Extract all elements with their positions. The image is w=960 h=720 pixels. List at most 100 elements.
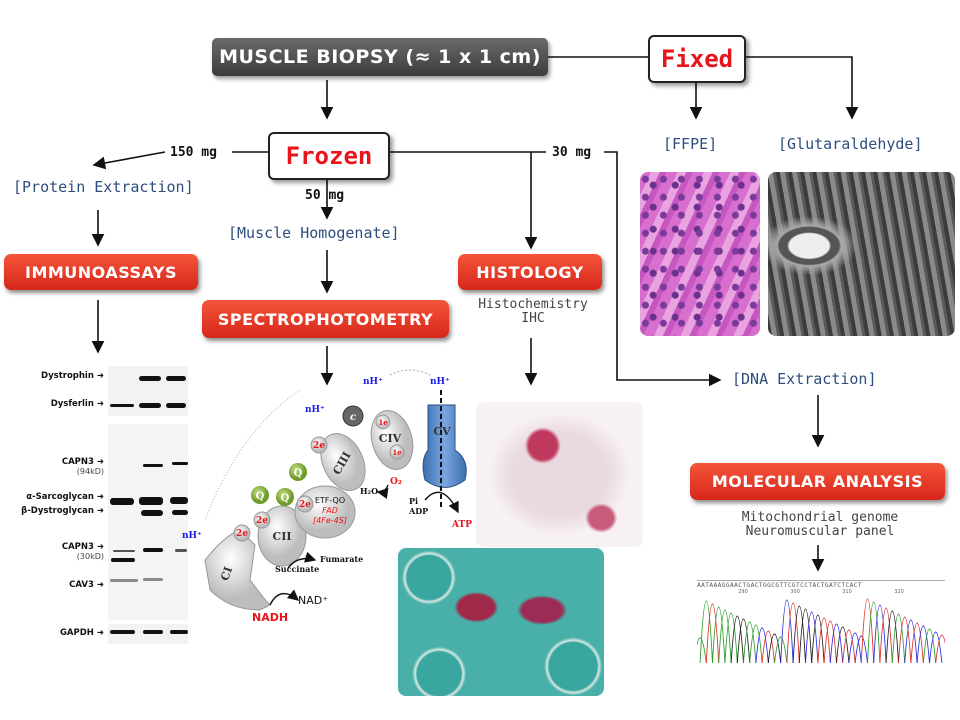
chromatogram-peak	[755, 627, 769, 664]
chromatogram-peak	[811, 614, 825, 664]
chromatogram-peak	[817, 617, 831, 664]
chromatogram-peak	[929, 631, 943, 664]
chromatogram-traces	[693, 598, 949, 664]
ffpe-he-micrograph	[640, 172, 760, 336]
fixed-box: Fixed	[648, 35, 746, 83]
quinone: Q	[281, 493, 290, 504]
proton-label: nH⁺	[363, 377, 383, 387]
amount-150mg: 150 mg	[170, 145, 217, 160]
electron-transport-chain: 2e 2e 2e 2e 1e 1e Q Q Q c CI CII CIII CI…	[182, 369, 472, 624]
electron-1e: 1e	[392, 448, 402, 457]
chromatogram-peak	[823, 620, 837, 664]
spectrophotometry-badge: SPECTROPHOTOMETRY	[202, 300, 449, 338]
proton-label: nH⁺	[430, 377, 450, 387]
chromatogram-peak	[879, 607, 893, 664]
chromatogram-peak	[724, 612, 738, 664]
blot-label-dysferlin: Dysferlin ➜	[50, 399, 104, 409]
proton-label: nH⁺	[182, 531, 202, 541]
chromatogram-peak	[798, 608, 813, 664]
blot-label-alpha-sarcoglycan: α-Sarcoglycan ➜	[26, 492, 104, 502]
complex-v-label: CV	[433, 425, 451, 438]
blot-label-beta-dystroglycan: β-Dystroglycan ➜	[21, 506, 104, 516]
molecular-techniques: Mitochondrial genome Neuromuscular panel	[710, 511, 930, 539]
chromatogram-peak	[916, 625, 930, 664]
chromatogram-peak	[792, 605, 806, 664]
fes-label: [4Fe-4S]	[313, 516, 347, 525]
chromatogram-peak	[718, 609, 732, 664]
complex-i-label: CI	[218, 565, 235, 583]
quinone: Q	[256, 491, 265, 502]
chromatogram-peak	[898, 616, 912, 664]
chromatogram-peak	[736, 618, 751, 664]
seq-tick: 300	[790, 589, 800, 595]
chromatogram-peak	[836, 626, 850, 664]
chromatogram-peak	[860, 598, 875, 664]
chromatogram-peak	[854, 635, 868, 664]
blot-label-gapdh: GAPDH ➜	[59, 628, 104, 638]
cytochrome-c-shape	[342, 405, 364, 427]
amount-30mg: 30 mg	[552, 145, 592, 160]
chromatogram-peak	[774, 636, 788, 664]
ihc-text: IHC	[521, 311, 545, 326]
proton-label: nH⁺	[305, 405, 325, 415]
gomori-trichrome-micrograph	[398, 548, 604, 696]
muscle-biopsy-box: MUSCLE BIOPSY (≈ 1 x 1 cm)	[212, 38, 548, 76]
atp-label: ATP	[451, 520, 472, 530]
complex-v-shape	[422, 404, 467, 488]
chromatogram-peak	[904, 619, 918, 664]
glutaraldehyde-label: [Glutaraldehyde]	[778, 135, 923, 153]
histochemistry-micrograph	[476, 402, 643, 547]
blot-label-capn3-30: CAPN3 ➜ (30kD)	[61, 542, 104, 561]
complex-iii-shape	[320, 433, 366, 491]
electron-1e: 1e	[378, 418, 388, 427]
neuromuscular-panel-text: Neuromuscular panel	[745, 524, 895, 539]
blot-label-capn3-94: CAPN3 ➜ (94kD)	[61, 457, 104, 476]
chromatogram-peak	[885, 610, 899, 664]
sanger-chromatogram: AATAAAGGAACTGACTGGCGTTCGTCCTACTGATCTCACT…	[693, 580, 949, 668]
protein-extraction-label: [Protein Extraction]	[13, 178, 194, 196]
electron-micrograph	[768, 172, 955, 336]
mito-genome-text: Mitochondrial genome	[741, 510, 899, 525]
blot-label-cav3: CAV3 ➜	[69, 580, 104, 590]
chromatogram-peak	[730, 615, 744, 664]
histology-badge: HISTOLOGY	[458, 254, 602, 290]
chromatogram-peak	[749, 624, 763, 664]
complex-ii-label: CII	[272, 530, 291, 543]
fad-label: FAD	[322, 506, 338, 515]
frozen-box: Frozen	[268, 132, 390, 180]
immunoassays-badge: IMMUNOASSAYS	[4, 254, 198, 290]
nad-label: NAD⁺	[298, 594, 328, 607]
chromatogram-peak	[910, 622, 924, 664]
chromatogram-peak	[761, 630, 775, 664]
blot-label-dystrophin: Dystrophin ➜	[41, 371, 104, 381]
chromatogram-peak	[767, 633, 782, 664]
cytochrome-c-label: c	[350, 412, 356, 423]
molecular-analysis-badge: MOLECULAR ANALYSIS	[690, 463, 945, 500]
electron-2e: 2e	[299, 500, 311, 510]
western-blot: Dystrophin ➜ Dysferlin ➜ CAPN3 ➜ (94kD) α…	[0, 362, 190, 647]
muscle-homogenate-label: [Muscle Homogenate]	[228, 224, 400, 242]
histology-techniques: Histochemistry IHC	[468, 298, 598, 326]
chromatogram-peak	[922, 628, 937, 664]
succinate-label: Succinate	[275, 564, 319, 574]
pi-label: Pi	[409, 496, 418, 506]
sequence-bases: AATAAAGGAACTGACTGGCGTTCGTCCTACTGATCTCACT	[697, 580, 945, 589]
seq-tick: 320	[894, 589, 904, 595]
etf-qo-label: ETF-QO	[315, 496, 345, 505]
chromatogram-peak	[705, 603, 720, 664]
chromatogram-peak	[867, 601, 881, 664]
chromatogram-peak	[743, 621, 757, 664]
water-label: H₂O	[360, 486, 378, 496]
amount-50mg: 50 mg	[305, 188, 345, 203]
adp-label: ADP	[408, 506, 428, 516]
quinone: Q	[294, 468, 303, 479]
chromatogram-peak	[842, 629, 856, 664]
complex-i-shape	[204, 529, 271, 611]
proton-path	[204, 389, 301, 521]
oxygen-label: O₂	[390, 477, 402, 487]
chromatogram-peak	[848, 632, 862, 664]
seq-tick: 290	[738, 589, 748, 595]
histochemistry-text: Histochemistry	[478, 297, 588, 312]
ffpe-label: [FFPE]	[663, 135, 718, 153]
